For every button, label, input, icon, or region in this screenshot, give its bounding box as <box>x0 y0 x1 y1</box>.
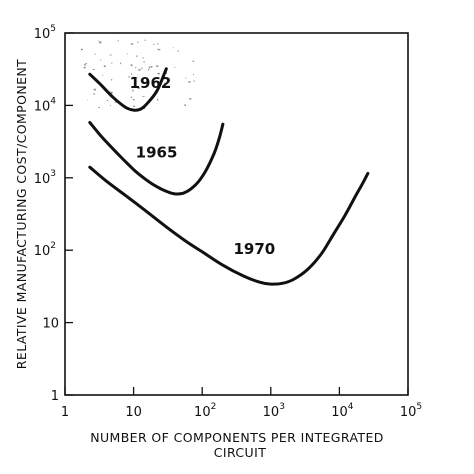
scan-speck <box>138 69 141 71</box>
scan-speck <box>132 89 134 92</box>
y-tick-label-2: 102 <box>34 241 56 259</box>
scan-speck <box>188 81 191 83</box>
curve-1965 <box>88 121 225 196</box>
scan-speck <box>148 68 150 71</box>
curve-1970 <box>88 165 370 286</box>
scan-speck <box>114 101 117 103</box>
scan-speck <box>126 53 128 55</box>
scan-speck <box>93 93 96 95</box>
scan-speck <box>83 66 86 69</box>
x-tick-label-3: 103 <box>263 402 285 420</box>
scan-speck <box>156 43 159 45</box>
scan-speck <box>157 72 160 75</box>
series-labels: 1962 1965 1970 <box>130 74 276 258</box>
scan-speck <box>164 82 166 84</box>
scan-speck <box>152 44 155 45</box>
y-tick-label-5: 105 <box>34 24 56 42</box>
scan-speck <box>165 72 168 74</box>
scan-speck <box>156 65 159 67</box>
scan-speck <box>106 99 109 101</box>
scan-speck <box>128 76 131 78</box>
scan-speck <box>157 48 159 50</box>
scan-speck <box>132 99 135 101</box>
scan-speck <box>94 53 96 55</box>
scan-speck <box>185 77 187 79</box>
x-tick-label-5: 105 <box>400 402 422 420</box>
scan-speck <box>102 74 104 76</box>
curve-label-1965: 1965 <box>136 143 178 161</box>
scan-speck <box>109 54 112 56</box>
scan-speck <box>142 96 145 97</box>
scan-speck <box>193 80 195 82</box>
scan-speck <box>157 98 159 101</box>
scan-speck <box>110 105 111 106</box>
scan-speck <box>144 39 146 41</box>
scan-speck <box>136 55 138 57</box>
scan-speck <box>137 87 140 89</box>
axis-ticks <box>64 32 409 396</box>
scan-speck <box>80 48 83 51</box>
scan-speck <box>193 74 194 76</box>
scan-speck <box>177 50 179 52</box>
x-tick-label-2: 102 <box>194 402 216 420</box>
scan-speck <box>98 107 100 108</box>
scan-speck <box>148 66 150 69</box>
y-axis-label: RELATIVE MANUFACTURING COST/COMPONENT <box>14 59 29 369</box>
plot-frame <box>64 32 409 396</box>
scan-speck <box>136 77 138 79</box>
curve-label-1962: 1962 <box>130 74 172 92</box>
scan-speck <box>172 47 174 49</box>
scan-speck <box>142 57 144 59</box>
scan-speck <box>141 67 143 70</box>
scan-speck <box>117 39 119 42</box>
scan-speck <box>184 104 186 107</box>
scan-speck <box>120 62 122 65</box>
curve-label-1970: 1970 <box>234 240 276 258</box>
scan-speck <box>110 91 113 94</box>
x-tick-label-4: 104 <box>331 402 354 420</box>
scan-speck <box>192 60 195 62</box>
y-tick-label-0: 1 <box>51 389 59 404</box>
scan-speck <box>98 40 100 42</box>
scan-speck <box>174 66 176 68</box>
scan-speck <box>131 73 133 76</box>
y-tick-label-3: 103 <box>34 169 56 187</box>
scan-speck <box>130 43 134 45</box>
curve-1962 <box>88 67 168 112</box>
scan-speck <box>100 59 102 61</box>
x-tick-label-1: 10 <box>125 405 142 420</box>
scan-speck <box>94 88 96 91</box>
series-curves <box>88 67 370 286</box>
scan-speck <box>189 98 192 100</box>
scan-speck <box>158 49 161 51</box>
scan-speck <box>137 41 139 43</box>
scan-speck <box>111 79 113 81</box>
x-tick-labels: 1 10 102 103 104 105 <box>61 402 422 420</box>
y-tick-label-4: 104 <box>34 96 57 114</box>
scan-speck <box>99 41 102 44</box>
scan-speck <box>132 76 135 78</box>
scan-speck <box>130 96 133 98</box>
scan-speck <box>84 63 86 66</box>
scan-speck <box>133 105 136 107</box>
scan-speck <box>85 62 87 64</box>
y-tick-label-1: 10 <box>42 317 59 332</box>
x-axis-label-line-1: NUMBER OF COMPONENTS PER INTEGRATED <box>90 430 384 445</box>
scan-speck <box>143 61 145 63</box>
scan-speck <box>135 67 137 69</box>
x-tick-label-0: 1 <box>61 405 69 420</box>
scan-speck <box>92 69 95 70</box>
x-axis-label-line-2: CIRCUIT <box>214 445 266 460</box>
scan-speck <box>87 99 89 101</box>
y-tick-labels: 1 10 102 103 104 105 <box>34 24 59 404</box>
scan-speck <box>150 66 153 68</box>
scan-speck <box>130 64 133 67</box>
scan-speck <box>103 65 106 67</box>
scan-speck <box>111 62 113 64</box>
